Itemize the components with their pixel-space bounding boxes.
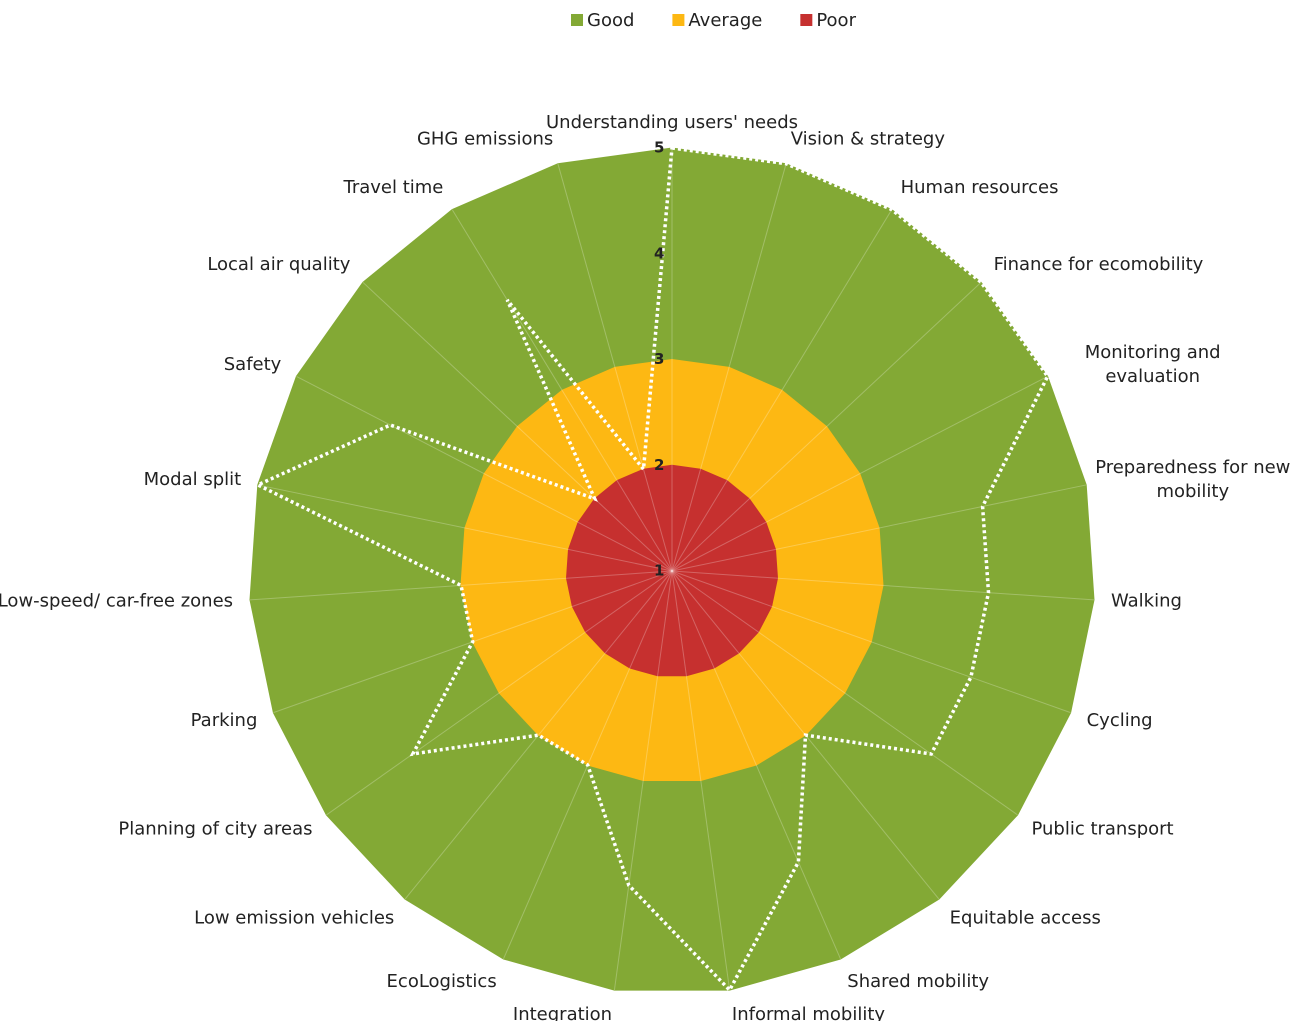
category-label: Safety <box>224 354 282 375</box>
spoke <box>326 570 673 816</box>
axis-tick-label: 2 <box>654 456 664 474</box>
category-label: Cycling <box>1087 710 1153 731</box>
category-label: Integration <box>513 1004 612 1021</box>
spoke <box>671 375 1048 572</box>
category-label: EcoLogistics <box>387 971 497 992</box>
spoke <box>671 570 1095 601</box>
category-label: Monitoring and evaluation <box>1084 341 1221 387</box>
category-label: Planning of city areas <box>118 818 312 839</box>
spoke <box>257 484 673 572</box>
category-label: Low-speed/ car-free zones <box>0 591 233 612</box>
axis-tick-label: 3 <box>654 350 664 368</box>
spoke <box>613 570 673 991</box>
category-label: Vision & strategy <box>791 129 946 150</box>
category-label: Understanding users' needs <box>546 112 798 133</box>
spoke <box>671 570 1071 714</box>
category-label: Equitable access <box>950 908 1101 929</box>
category-label: Travel time <box>342 177 443 198</box>
spoke <box>671 209 893 572</box>
category-label: Local air quality <box>207 254 350 275</box>
category-label: Informal mobility <box>732 1004 885 1021</box>
band <box>565 464 779 677</box>
spoke <box>362 281 673 572</box>
spoke <box>671 281 982 572</box>
spoke <box>296 375 673 572</box>
spoke <box>557 163 673 572</box>
category-label: Low emission vehicles <box>194 908 394 929</box>
category-label: Finance for ecomobility <box>994 254 1204 275</box>
spoke <box>671 484 1087 572</box>
axis-tick-label: 1 <box>654 562 664 580</box>
category-label: GHG emissions <box>417 129 553 150</box>
legend-swatch <box>800 14 813 26</box>
category-label: Preparedness for new mobility <box>1095 456 1291 502</box>
spoke <box>404 570 673 900</box>
category-label: Shared mobility <box>847 971 989 992</box>
category-label: Public transport <box>1031 818 1173 839</box>
spoke <box>671 570 1018 816</box>
category-label: Human resources <box>901 177 1059 198</box>
category-label: Walking <box>1111 591 1182 612</box>
legend-swatch <box>672 14 685 26</box>
spoke <box>451 209 673 572</box>
legend-swatch <box>571 14 583 26</box>
spoke <box>671 163 787 572</box>
category-label: Modal split <box>144 469 242 490</box>
legend-label: Average <box>688 10 762 31</box>
legend-label: Poor <box>816 10 856 31</box>
category-label: Parking <box>191 710 258 731</box>
axis-tick-label: 5 <box>654 139 664 157</box>
spoke <box>249 570 673 601</box>
legend-label: Good <box>587 10 634 31</box>
spoke <box>671 570 841 960</box>
spoke <box>671 570 731 991</box>
axis-tick-label: 4 <box>654 244 664 262</box>
